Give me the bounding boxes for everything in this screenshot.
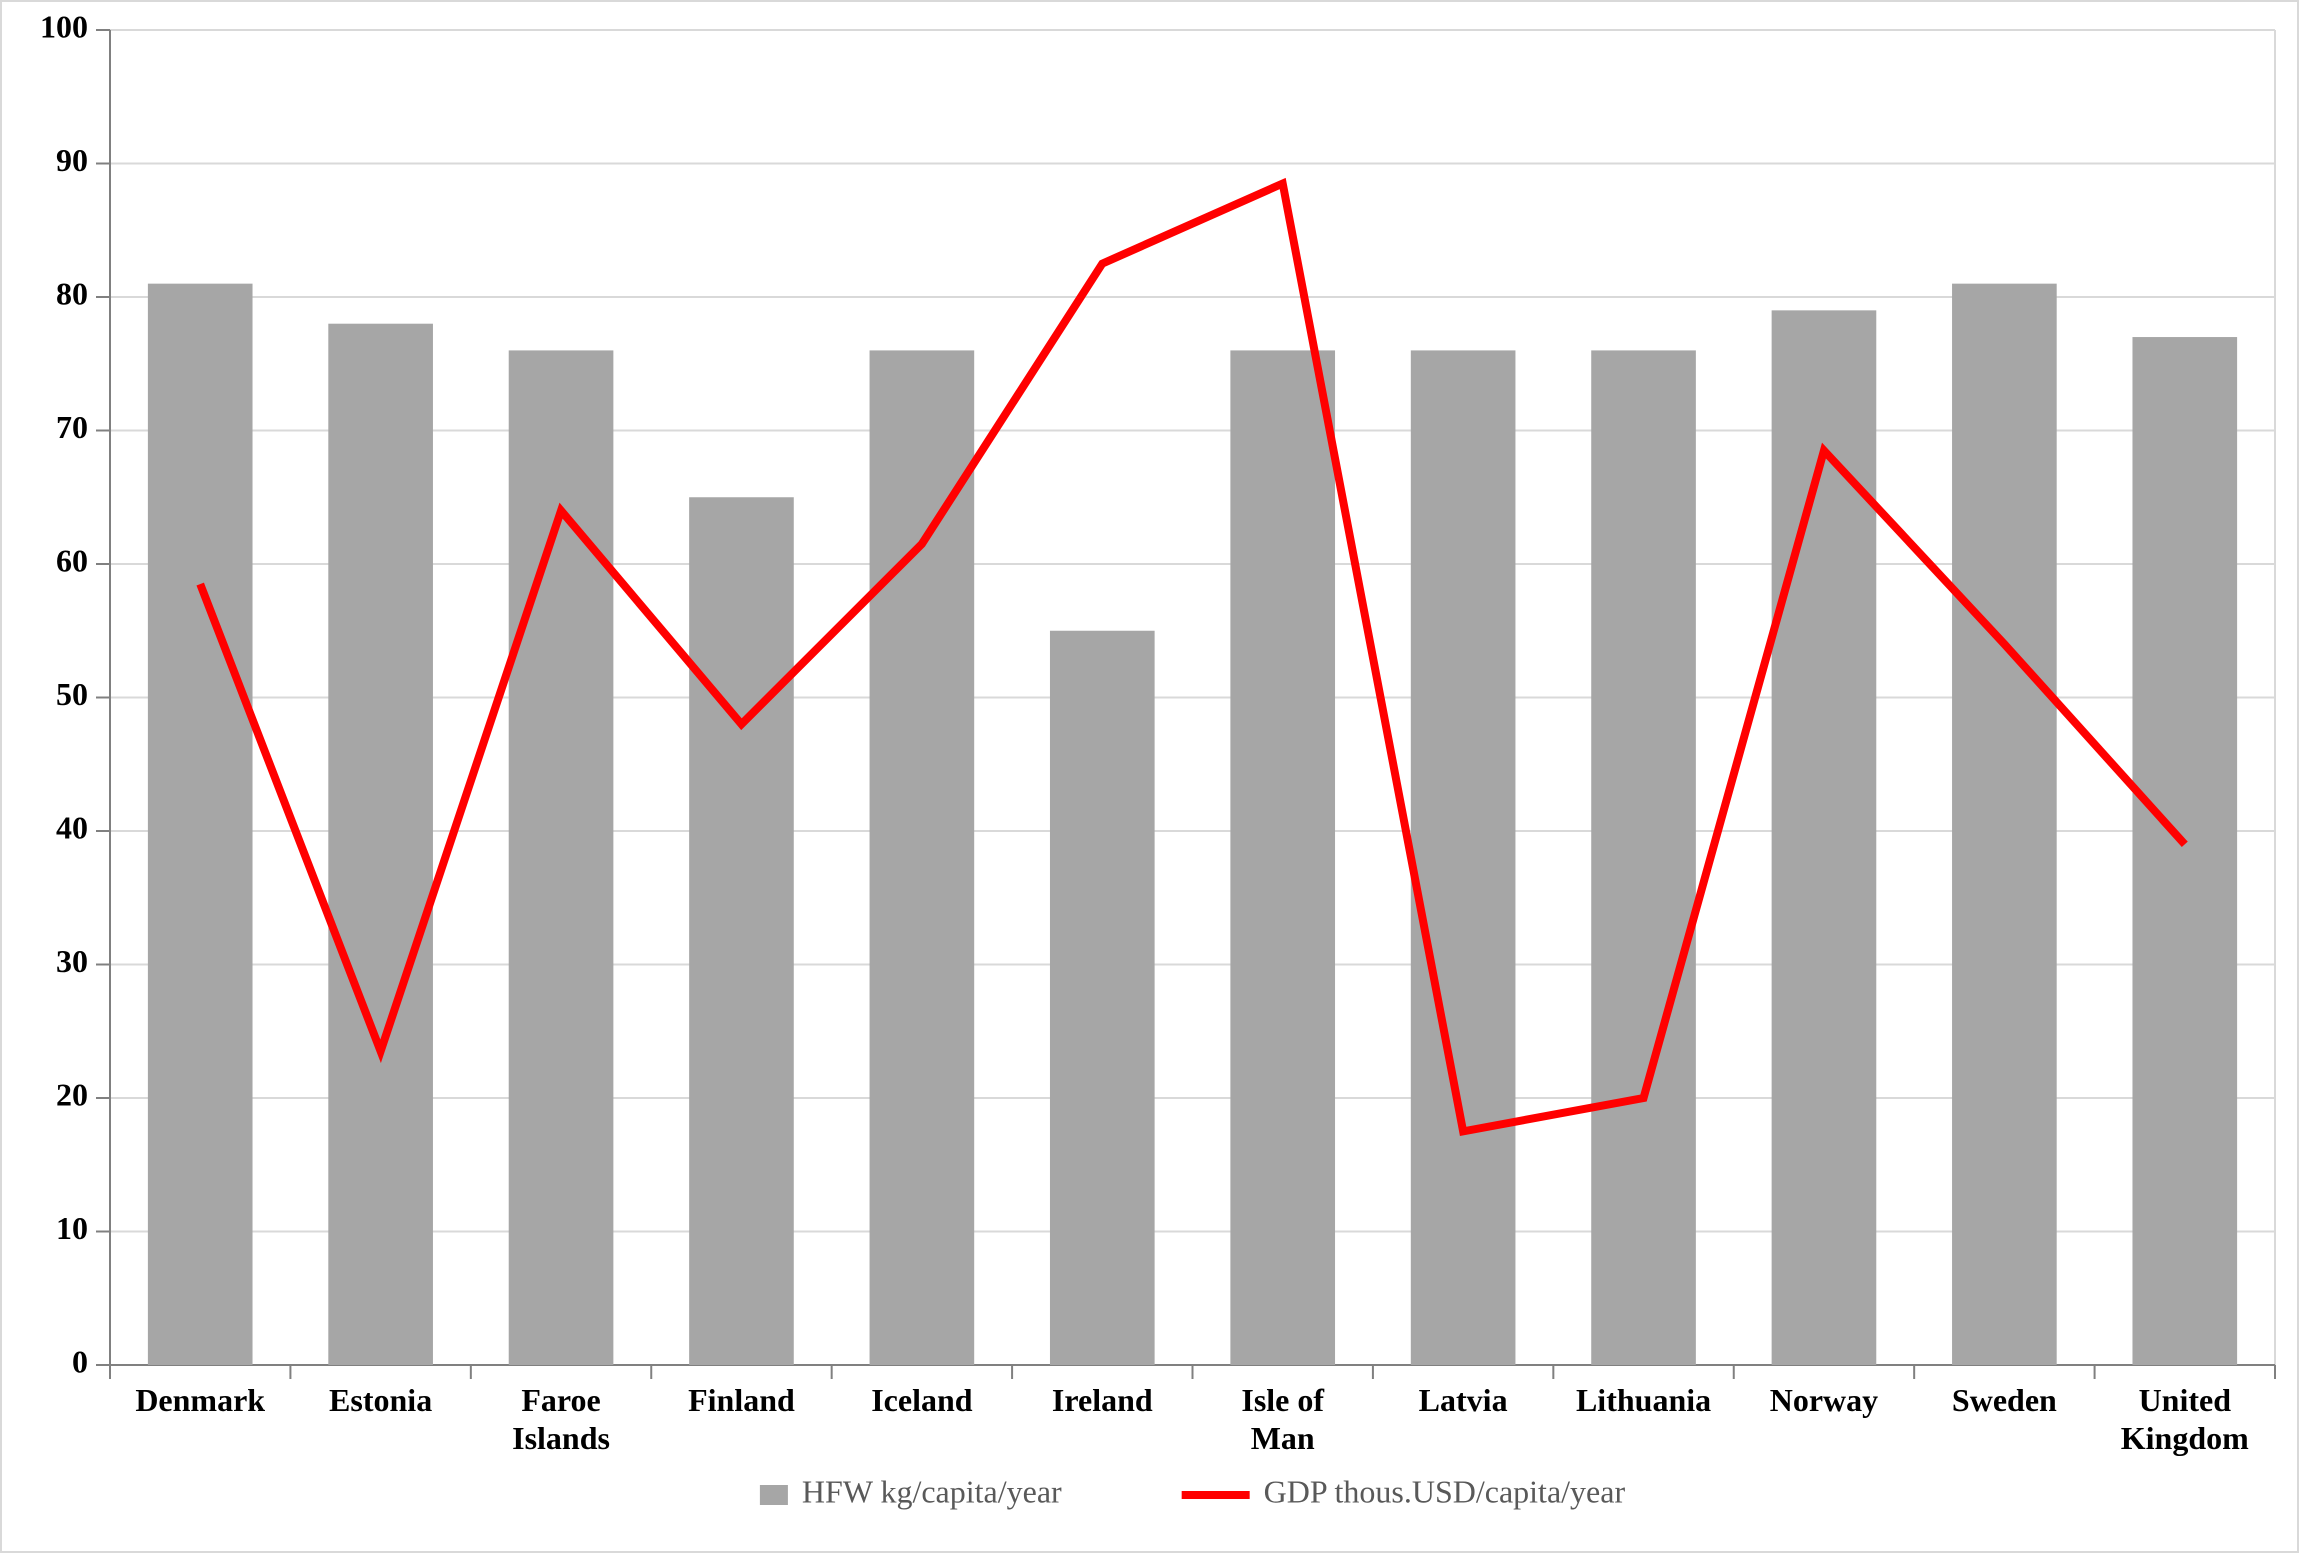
bar — [1230, 350, 1335, 1365]
y-tick-label: 80 — [56, 275, 88, 311]
bar — [1772, 310, 1877, 1365]
x-tick-label: Latvia — [1419, 1382, 1508, 1418]
y-tick-label: 70 — [56, 409, 88, 445]
x-tick-label: Finland — [688, 1382, 795, 1418]
x-tick-label: Denmark — [135, 1382, 265, 1418]
bar — [2132, 337, 2237, 1365]
x-tick-label: Ireland — [1052, 1382, 1153, 1418]
bar — [1952, 284, 2057, 1365]
chart-container: 0102030405060708090100DenmarkEstoniaFaro… — [0, 0, 2299, 1553]
legend-swatch-bar — [760, 1485, 788, 1505]
y-tick-label: 0 — [72, 1343, 88, 1379]
y-tick-label: 40 — [56, 809, 88, 845]
x-tick-label: Estonia — [329, 1382, 432, 1418]
bar — [870, 350, 975, 1365]
bar — [1591, 350, 1696, 1365]
y-tick-label: 10 — [56, 1210, 88, 1246]
y-tick-label: 90 — [56, 142, 88, 178]
y-tick-label: 20 — [56, 1076, 88, 1112]
legend-label-bars: HFW kg/capita/year — [802, 1473, 1062, 1509]
y-tick-label: 50 — [56, 676, 88, 712]
x-tick-label: Lithuania — [1576, 1382, 1711, 1418]
bar — [328, 324, 433, 1365]
legend-label-line: GDP thous.USD/capita/year — [1264, 1473, 1626, 1509]
bar — [509, 350, 614, 1365]
y-tick-label: 100 — [40, 8, 88, 44]
x-tick-label: Sweden — [1952, 1382, 2057, 1418]
combo-chart: 0102030405060708090100DenmarkEstoniaFaro… — [0, 0, 2299, 1553]
bar — [1411, 350, 1516, 1365]
x-tick-label: Norway — [1770, 1382, 1878, 1418]
y-tick-label: 30 — [56, 943, 88, 979]
bar — [689, 497, 794, 1365]
bar — [148, 284, 253, 1365]
bar — [1050, 631, 1155, 1365]
x-tick-label: Iceland — [871, 1382, 973, 1418]
y-tick-label: 60 — [56, 542, 88, 578]
